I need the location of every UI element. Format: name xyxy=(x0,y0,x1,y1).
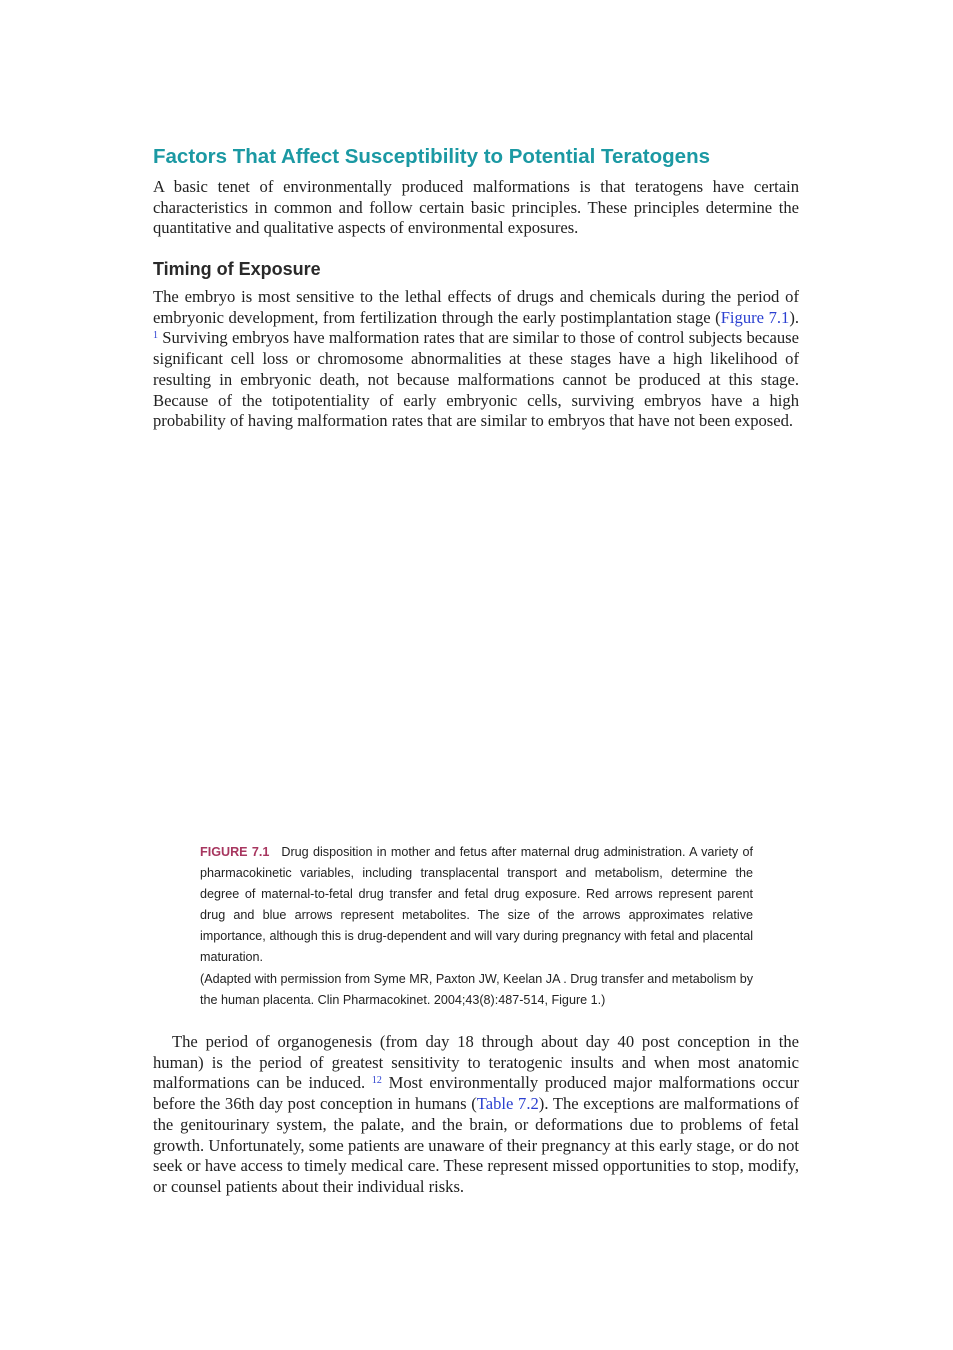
credit: (Adapted with permission from Syme MR, P… xyxy=(200,971,753,1007)
figure-caption: FIGURE 7.1 Drug disposition in mother and… xyxy=(200,842,753,1011)
subsection-heading: Timing of Exposure xyxy=(153,259,321,279)
table-link[interactable]: Table 7.2 xyxy=(476,1094,539,1114)
paragraph: The period of organogenesis (from day 18… xyxy=(153,1032,799,1198)
caption: FIGURE 7.1 Drug disposition in mother and… xyxy=(200,842,753,969)
text: Most environmentally produced major malf… xyxy=(153,1073,799,1114)
text: ). xyxy=(789,307,799,327)
text: ). The exceptions are malformations of t… xyxy=(153,1094,800,1196)
figure-link[interactable]: Figure 7.1 xyxy=(720,307,790,327)
text: Surviving embryos have malformation rate… xyxy=(153,328,799,431)
paragraph: A basic tenet of environmentally produce… xyxy=(153,177,799,238)
paragraph: The embryo is most sensitive to the leth… xyxy=(153,287,799,432)
citation[interactable]: 12 xyxy=(371,1075,382,1087)
caption-text: Drug disposition in mother and fetus aft… xyxy=(200,845,753,965)
figure-label: FIGURE 7.1 xyxy=(200,845,270,859)
text: The embryo is most sensitive to the leth… xyxy=(153,287,799,327)
section-heading: Factors That Affect Susceptibility to Po… xyxy=(153,145,710,168)
citation[interactable]: 1 xyxy=(153,330,158,342)
text: The period of organogenesis (from day 18… xyxy=(153,1032,799,1093)
